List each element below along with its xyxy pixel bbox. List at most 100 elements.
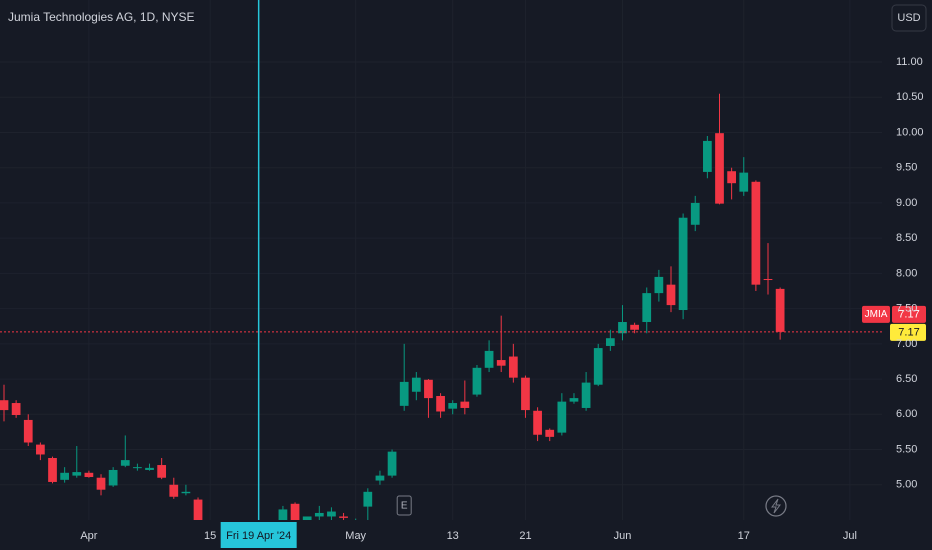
crosshair-label: Fri 19 Apr '24 bbox=[226, 530, 291, 542]
candle-body bbox=[533, 410, 542, 435]
candle-body bbox=[521, 377, 530, 411]
candle-body bbox=[72, 472, 82, 476]
symbol-label: JMIA bbox=[865, 309, 888, 320]
candle-body bbox=[605, 338, 615, 346]
candle-body bbox=[36, 444, 45, 455]
candle-body bbox=[678, 217, 688, 311]
last-price-label: 7.17 bbox=[898, 326, 919, 338]
candle-body bbox=[0, 400, 9, 411]
candle-body bbox=[11, 403, 21, 416]
candle-body bbox=[84, 472, 94, 478]
candle-body bbox=[630, 324, 639, 330]
candle-body bbox=[690, 202, 700, 225]
y-tick-label: 5.50 bbox=[896, 443, 917, 455]
candle-body bbox=[739, 172, 749, 192]
candle-body bbox=[484, 350, 494, 368]
candle-body bbox=[763, 279, 773, 281]
candle-body bbox=[290, 503, 300, 520]
price-label: 7.17 bbox=[898, 308, 919, 320]
candle-body bbox=[60, 472, 70, 480]
dividend-icon[interactable] bbox=[765, 495, 787, 517]
candle-body bbox=[96, 477, 106, 490]
x-tick-label: 17 bbox=[738, 530, 750, 542]
candle-body bbox=[327, 511, 336, 517]
y-tick-label: 5.00 bbox=[896, 479, 917, 491]
candle-body bbox=[108, 469, 118, 486]
currency[interactable]: USD bbox=[897, 12, 920, 24]
candle-body bbox=[363, 491, 373, 507]
y-tick-label: 8.00 bbox=[896, 267, 917, 279]
candle-body bbox=[703, 140, 712, 172]
candle-body bbox=[654, 276, 664, 294]
y-tick-label: 7.50 bbox=[896, 303, 917, 315]
candle-body bbox=[375, 475, 385, 481]
candle-body bbox=[715, 133, 724, 204]
y-tick-label: 11.00 bbox=[896, 56, 923, 68]
candle-body bbox=[569, 398, 579, 402]
candle-body bbox=[727, 171, 736, 184]
event-label: E bbox=[401, 501, 408, 512]
y-tick-label: 10.50 bbox=[896, 91, 924, 103]
x-tick-label: May bbox=[345, 530, 366, 542]
candle-body bbox=[460, 401, 470, 408]
y-tick-label: 10.00 bbox=[896, 126, 924, 138]
candle-body bbox=[133, 467, 142, 469]
candle-body bbox=[545, 429, 555, 437]
candle-body bbox=[666, 284, 676, 306]
candle-body bbox=[169, 484, 179, 497]
candle-body bbox=[157, 465, 167, 478]
candle-body bbox=[751, 181, 761, 285]
candle-body bbox=[23, 419, 33, 443]
candle-body bbox=[411, 377, 421, 392]
candle-body bbox=[302, 516, 312, 520]
x-tick-label: 13 bbox=[447, 530, 459, 542]
candle-body bbox=[618, 322, 627, 334]
y-tick-label: 7.00 bbox=[896, 338, 917, 350]
y-tick-label: 8.50 bbox=[896, 232, 917, 244]
candle-body bbox=[181, 491, 191, 494]
candle-body bbox=[399, 381, 409, 406]
x-tick-label: Apr bbox=[80, 530, 97, 542]
candle-body bbox=[775, 288, 785, 332]
crosshair-label-bg bbox=[220, 522, 297, 548]
x-tick-label: 21 bbox=[519, 530, 531, 542]
symbol-label-bg bbox=[862, 305, 890, 323]
price-label-bg bbox=[892, 305, 926, 323]
candle-body bbox=[48, 457, 57, 482]
candle-body bbox=[339, 516, 348, 518]
candle-body bbox=[593, 348, 603, 385]
chart-title: Jumia Technologies AG, 1D, NYSE bbox=[8, 10, 195, 24]
y-tick-label: 6.50 bbox=[896, 373, 917, 385]
candle-body bbox=[448, 403, 458, 409]
event-marker[interactable] bbox=[396, 495, 412, 516]
candle-body bbox=[278, 509, 288, 520]
x-tick-label: 15 bbox=[204, 530, 216, 542]
candles bbox=[0, 93, 785, 520]
y-tick-label: 9.50 bbox=[896, 162, 917, 174]
y-tick-label: 9.00 bbox=[896, 197, 917, 209]
candle-body bbox=[472, 367, 482, 395]
candle-body bbox=[120, 460, 130, 466]
candle-body bbox=[508, 356, 518, 378]
x-tick-label: Jul bbox=[843, 530, 857, 542]
grid bbox=[0, 0, 882, 520]
candle-body bbox=[424, 379, 433, 399]
candle-body bbox=[557, 401, 567, 433]
candle-body bbox=[145, 467, 154, 470]
candle-body bbox=[642, 293, 652, 323]
x-tick-label: Jun bbox=[614, 530, 632, 542]
candle-body bbox=[496, 360, 506, 366]
currency-button[interactable] bbox=[891, 4, 927, 32]
candle-body bbox=[387, 451, 397, 476]
candle-body bbox=[193, 499, 203, 520]
candle-body bbox=[314, 512, 324, 517]
last-price-bg bbox=[890, 323, 926, 341]
candle-body bbox=[436, 395, 445, 412]
y-tick-label: 6.00 bbox=[896, 408, 917, 420]
candle-body bbox=[581, 382, 591, 408]
dividend-icon-bolt bbox=[771, 498, 781, 514]
